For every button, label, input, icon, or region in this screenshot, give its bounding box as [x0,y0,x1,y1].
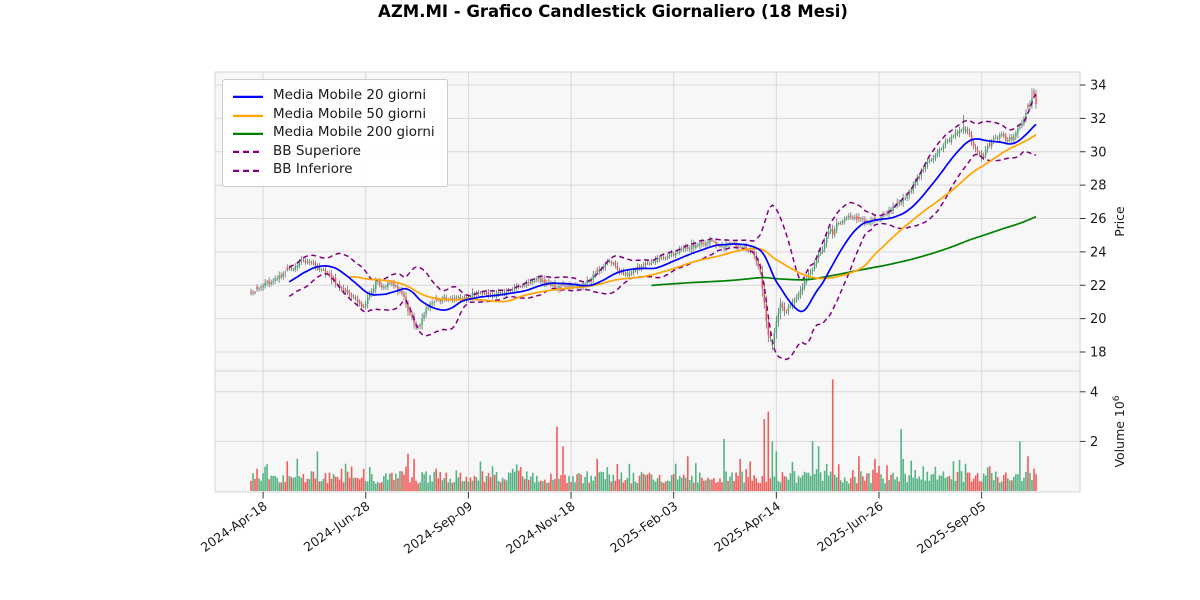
x-tick-label: 2025-Apr-14 [711,498,783,555]
price-axis-label: Price [1112,206,1127,237]
volume-bars-up [252,429,1033,491]
legend-line-swatch [233,169,263,172]
legend-line-swatch [233,114,263,117]
price-tick-label: 30 [1090,145,1107,160]
legend-item-2: Media Mobile 200 giorni [232,124,435,142]
price-tick-label: 18 [1090,346,1107,361]
legend-label: BB Superiore [273,142,361,159]
axis-ticks [262,84,1086,499]
x-tick-label: 2024-Apr-18 [198,498,270,555]
price-tick-label: 20 [1090,312,1107,327]
volume-axis-label: Volume 106 [1112,395,1127,467]
chart-title: AZM.MI - Grafico Candlestick Giornaliero… [378,2,848,21]
legend-item-1: Media Mobile 50 giorni [232,105,435,123]
volume-tick-label: 4 [1090,385,1098,400]
ma20-line [288,123,1037,313]
price-tick-label: 28 [1090,179,1107,194]
legend-label: Media Mobile 50 giorni [273,105,427,122]
volume-panel [214,370,1081,493]
price-tick-label: 24 [1090,245,1107,260]
x-tick-label: 2025-Feb-03 [607,498,680,556]
price-tick-label: 34 [1090,79,1107,94]
x-tick-label: 2024-Nov-18 [503,498,578,557]
x-tick-label: 2024-Sep-09 [401,498,475,556]
ma200-line [651,215,1037,287]
price-tick-label: 32 [1090,112,1107,127]
volume-tick-label: 2 [1090,435,1098,450]
legend-item-0: Media Mobile 20 giorni [232,87,435,105]
legend-label: Media Mobile 20 giorni [273,87,427,104]
price-tick-label: 22 [1090,279,1107,294]
legend-item-3: BB Superiore [232,142,435,160]
price-tick-label: 26 [1090,212,1107,227]
legend-line-swatch [233,132,263,136]
legend-label: BB Inferiore [273,161,353,178]
volume-bars-down [250,379,1037,491]
legend-line-swatch [233,151,263,154]
legend-label: Media Mobile 200 giorni [273,124,435,141]
bb-lower-line [288,150,1037,361]
x-tick-label: 2025-Sep-05 [914,498,988,556]
legend-line-swatch [233,96,263,99]
ma50-line [349,134,1037,303]
price-plot [250,88,1037,361]
x-tick-label: 2024-Jun-28 [301,498,373,554]
volume-plot [250,379,1037,491]
x-tick-label: 2025-Jun-26 [814,498,886,554]
legend-item-4: BB Inferiore [232,161,435,179]
bb-upper-line [288,93,1037,297]
legend: Media Mobile 20 giorni Media Mobile 50 gi… [222,79,448,187]
